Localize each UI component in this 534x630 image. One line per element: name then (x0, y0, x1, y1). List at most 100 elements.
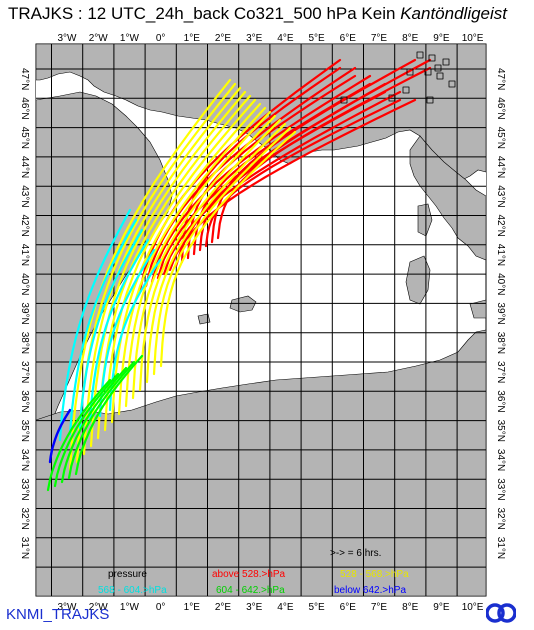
lon-label-top: 6°E (340, 33, 357, 44)
legend-item-red: above 528.>hPa (212, 569, 286, 580)
legend-pressure-label: pressure (108, 569, 147, 580)
lon-label-top: 10°E (462, 33, 484, 44)
trajectory-marker (426, 96, 434, 104)
legend-item-green: 604 - 642.>hPa (216, 585, 285, 596)
legend-item-blue: below 642.>hPa (334, 585, 406, 596)
trajectory-line (89, 90, 247, 448)
legend: >-> = 6 hrs. pressure above 528.>hPa 528… (98, 548, 409, 596)
trajectory-line (210, 58, 417, 244)
trajectory-line (216, 66, 432, 240)
lat-label-right: 38°N (495, 332, 506, 354)
trajectory-line (67, 360, 136, 480)
lon-label-top: 3°W (58, 33, 78, 44)
lon-labels-bottom: 3°W 2°W 1°W 0° 1°E 2°E 3°E 4°E 5°E 6°E 7°E 8°E 9°E 10… (58, 602, 484, 613)
lat-label-left: 35°N (19, 420, 30, 442)
title-model: Kantöndligeist (400, 4, 508, 23)
trajectory-line (103, 98, 257, 432)
lat-label-right: 35°N (495, 420, 506, 442)
trajectory-end-markers (340, 51, 456, 104)
lat-label-right: 40°N (495, 273, 506, 295)
trajectory-line (78, 228, 144, 430)
lon-label-top: 7°E (371, 33, 388, 44)
title-prefix: TRAJKS : 12 UTC_24h_back Co321_500 hPa K… (8, 4, 396, 23)
lat-label-right: 34°N (495, 449, 506, 471)
lat-label-left: 46°N (19, 97, 30, 119)
lat-label-right: 41°N (495, 244, 506, 266)
lat-label-left: 41°N (19, 244, 30, 266)
lon-label-top: 1°W (120, 33, 140, 44)
north-africa (35, 329, 487, 597)
trajectory-marker (402, 86, 410, 94)
lon-label-top: 9°E (433, 33, 450, 44)
trajectory-line (124, 110, 272, 408)
trajectory-marker (448, 80, 456, 88)
sardinia (405, 255, 431, 305)
lon-label-bottom: 3°W (58, 602, 78, 613)
lon-label-bottom: 1°W (120, 602, 140, 613)
lat-label-left: 33°N (19, 478, 30, 500)
lat-label-right: 37°N (495, 361, 506, 383)
lat-label-left: 40°N (19, 273, 30, 295)
legend-interval-note: >-> = 6 hrs. (330, 548, 381, 559)
lon-labels-top: 3°W 2°W 1°W 0° 1°E 2°E 3°E 4°E 5°E 6°E 7°E 8°E 9°E 10… (58, 33, 484, 44)
lat-label-right: 45°N (495, 127, 506, 149)
lon-label-bottom: 6°E (340, 602, 357, 613)
trajectory-line (110, 102, 262, 424)
lat-label-left: 32°N (19, 508, 30, 530)
lon-label-bottom: 7°E (371, 602, 388, 613)
trajectory-marker (406, 68, 414, 76)
lon-label-bottom: 0° (156, 602, 166, 613)
trajectory-line (145, 122, 287, 384)
lon-label-bottom: 2°E (215, 602, 232, 613)
lon-label-top: 1°E (184, 33, 201, 44)
lon-label-bottom: 2°W (89, 602, 109, 613)
trajectory-line (180, 66, 342, 264)
page-title: TRAJKS : 12 UTC_24h_back Co321_500 hPa K… (8, 4, 507, 24)
lon-label-bottom: 8°E (402, 602, 419, 613)
lon-label-bottom: 5°E (308, 602, 325, 613)
trajectory-marker (340, 96, 348, 104)
trajectory-line (117, 106, 267, 416)
lon-label-top: 2°E (215, 33, 232, 44)
lat-label-right: 32°N (495, 508, 506, 530)
lat-label-right: 44°N (495, 156, 506, 178)
lon-label-bottom: 9°E (433, 602, 450, 613)
lon-label-top: 2°W (89, 33, 109, 44)
lon-label-top: 0° (156, 33, 166, 44)
trajectory-line (68, 218, 138, 436)
trajectory-line (48, 408, 72, 464)
lon-label-bottom: 1°E (184, 602, 201, 613)
lat-label-left: 47°N (19, 68, 30, 90)
trajectory-marker (416, 51, 424, 59)
lat-labels-right: 47°N 46°N 45°N 44°N 43°N 42°N 41°N 40°N 39°N 38°N… (495, 68, 506, 559)
lat-label-right: 33°N (495, 478, 506, 500)
lat-label-left: 34°N (19, 449, 30, 471)
lat-label-left: 31°N (19, 537, 30, 559)
lon-label-bottom: 10°E (462, 602, 484, 613)
trajectory-line (204, 98, 402, 248)
lat-label-left: 37°N (19, 361, 30, 383)
lat-label-right: 31°N (495, 537, 506, 559)
lat-label-right: 47°N (495, 68, 506, 90)
lat-label-right: 39°N (495, 302, 506, 324)
trajectory-line (74, 354, 144, 476)
balearic-islands (229, 295, 257, 313)
trajectory-marker (388, 94, 396, 102)
lon-label-bottom: 3°E (246, 602, 263, 613)
lat-label-right: 43°N (495, 185, 506, 207)
trajectory-marker (442, 58, 450, 66)
trajectory-marker (424, 68, 432, 76)
lon-label-top: 8°E (402, 33, 419, 44)
lat-label-left: 44°N (19, 156, 30, 178)
trajectory-marker (434, 64, 442, 72)
trajectory-line (131, 114, 277, 400)
trajectory-line (60, 366, 128, 484)
lon-label-bottom: 4°E (277, 602, 294, 613)
trajectory-line (108, 258, 162, 412)
legend-item-yellow: 528 - 568.>hPa (340, 569, 409, 580)
trajectory-marker (436, 72, 444, 80)
trajectory-line (159, 130, 297, 368)
lat-label-left: 45°N (19, 127, 30, 149)
legend-item-cyan: 568 - 604.>hPa (98, 585, 167, 596)
